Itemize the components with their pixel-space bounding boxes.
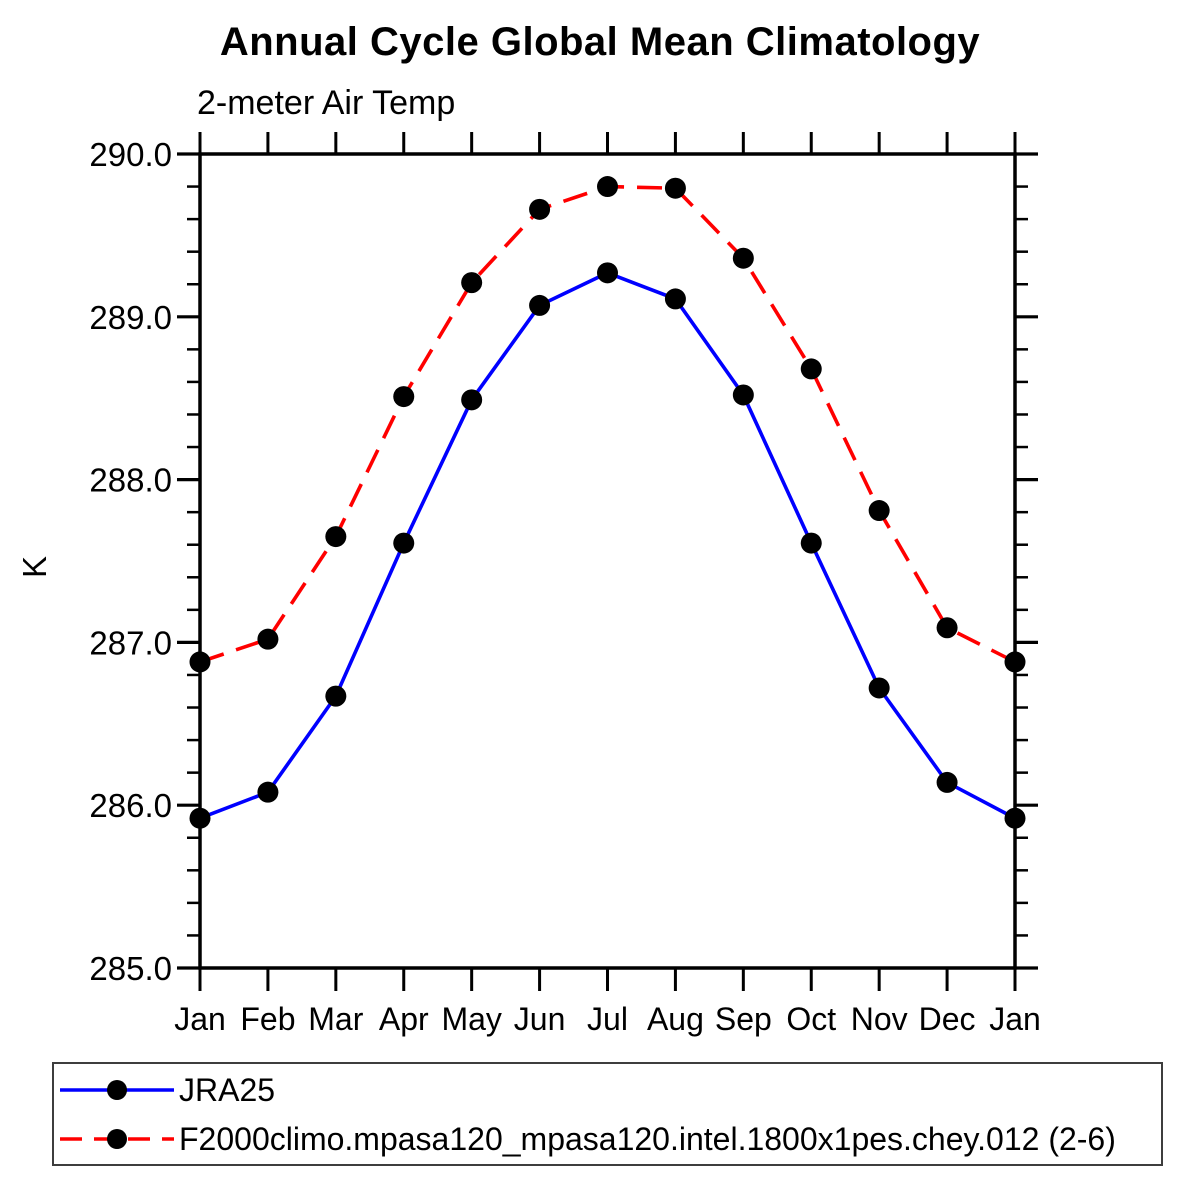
x-tick-label: Oct	[786, 1001, 836, 1037]
series-marker-1	[597, 176, 618, 198]
legend-label-jra25: JRA25	[179, 1071, 276, 1108]
x-tick-label: Mar	[308, 1001, 363, 1037]
plot-box	[198, 152, 1017, 970]
y-tick-label: 286.0	[89, 787, 172, 824]
series-marker-1	[189, 651, 211, 673]
series-marker-0	[257, 781, 279, 803]
series-marker-0	[529, 294, 551, 316]
x-tick-label: Jun	[514, 1001, 566, 1037]
series-marker-1	[529, 198, 551, 220]
series-marker-1	[732, 247, 754, 269]
legend-sample-marker	[107, 1128, 127, 1149]
series-line-0	[199, 270, 1016, 820]
x-tick-label: Nov	[851, 1001, 908, 1037]
series-marker-0	[461, 389, 483, 411]
legend-box: JRA25 F2000climo.mpasa120_mpasa120.intel…	[52, 1062, 1163, 1166]
series-marker-1	[257, 628, 279, 650]
x-tick-label: Dec	[919, 1001, 976, 1037]
series-marker-0	[664, 288, 686, 310]
series-marker-1	[800, 358, 822, 380]
x-tick-label: Jan	[989, 1001, 1041, 1037]
series-marker-1	[325, 526, 347, 548]
series-marker-0	[732, 384, 754, 406]
series-line-1	[199, 184, 1016, 664]
legend-label-f2000climo: F2000climo.mpasa120_mpasa120.intel.1800x…	[179, 1120, 1116, 1157]
y-tick-label: 288.0	[89, 462, 172, 499]
x-tick-label: Feb	[240, 1001, 295, 1037]
series-marker-0	[597, 262, 618, 284]
y-tick-label: 287.0	[89, 624, 172, 661]
series-marker-0	[868, 677, 890, 699]
x-tick-label: Apr	[379, 1001, 429, 1037]
series-marker-0	[1004, 807, 1026, 829]
legend-line-sample-dashed	[60, 1128, 174, 1149]
series-marker-1	[868, 500, 890, 522]
chart-subtitle: 2-meter Air Temp	[197, 84, 456, 122]
series-marker-1	[1004, 651, 1026, 673]
y-tick-label: 290.0	[89, 136, 172, 173]
legend-entry-f2000climo: F2000climo.mpasa120_mpasa120.intel.1800x…	[58, 1114, 1161, 1163]
y-tick-label: 289.0	[89, 299, 172, 336]
series-marker-1	[393, 386, 415, 408]
x-tick-label: Jul	[587, 1001, 628, 1037]
series-marker-0	[936, 771, 958, 793]
legend-line-sample-solid	[60, 1079, 174, 1100]
y-tick-label: 285.0	[89, 950, 172, 987]
x-tick-label: Aug	[647, 1001, 704, 1037]
x-tick-label: Jan	[174, 1001, 226, 1037]
chart-title: Annual Cycle Global Mean Climatology	[219, 20, 981, 64]
legend-entry-jra25: JRA25	[58, 1065, 1161, 1114]
series-marker-0	[800, 532, 822, 554]
series-marker-0	[189, 807, 211, 829]
plot-area: 285.0 286.0 287.0 288.0 289.0 290.0 Jan Feb Mar A…	[89, 132, 1041, 1037]
x-tick-label: May	[441, 1001, 501, 1037]
legend-sample-marker	[107, 1079, 127, 1100]
series-marker-1	[461, 272, 483, 294]
x-tick-label: Sep	[715, 1001, 772, 1037]
series-marker-1	[664, 177, 686, 199]
series-marker-1	[936, 617, 958, 639]
series-marker-0	[393, 532, 415, 554]
series-marker-0	[325, 685, 347, 707]
